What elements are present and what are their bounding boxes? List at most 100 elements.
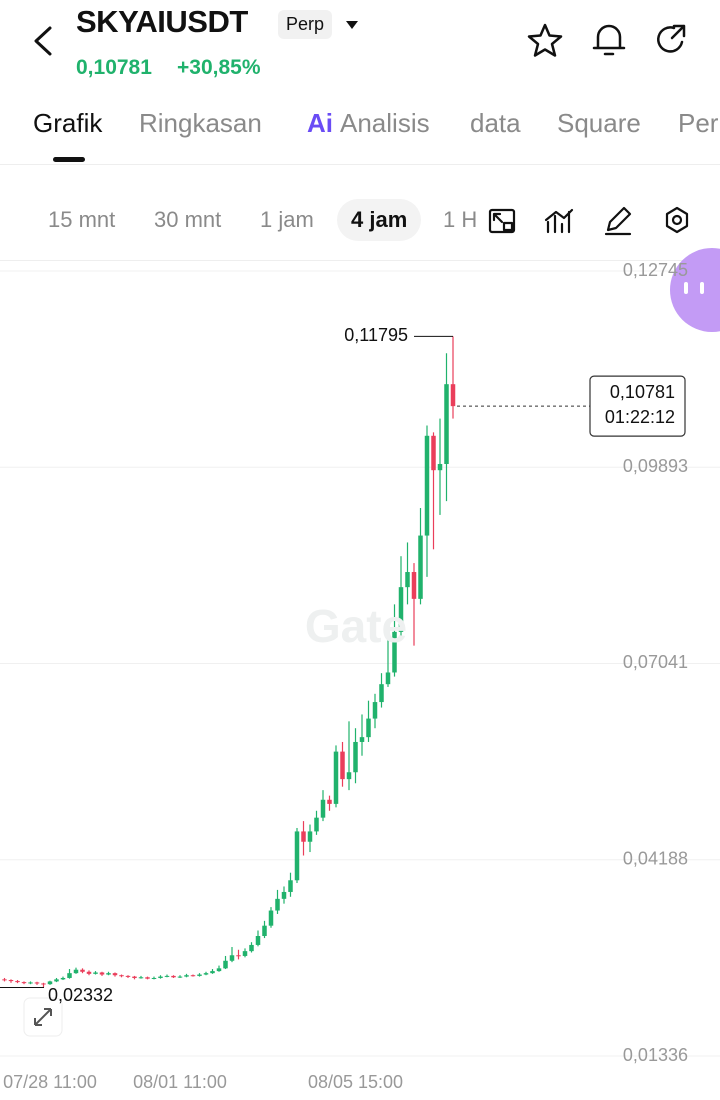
candle-body [138,977,144,979]
candle-body [307,831,313,842]
candle-body [197,974,202,976]
candle-body [359,737,365,742]
candle-body [236,955,241,957]
interval[interactable]: 1 H [443,207,478,232]
divider [0,164,720,165]
candle-body [93,972,98,974]
change: +30,85% [177,56,261,79]
candle-body [314,817,319,832]
candle-body [210,971,215,974]
ai-icon: Ai [307,108,333,138]
candle-body [8,980,14,982]
candle-body [203,973,209,975]
candle-body [281,891,287,899]
candle-body [379,684,384,703]
candle-body [190,975,196,977]
low-label: 0,02332 [48,985,113,1005]
candle-body [119,975,124,977]
candle-body [340,751,345,780]
plot [0,270,720,1057]
candle-body [2,979,7,981]
candle-body [106,973,111,975]
candle-body [437,463,443,471]
alert-icon[interactable] [590,20,628,60]
candle-body [171,975,176,978]
candle-body [242,951,248,956]
tab[interactable]: Analisis [340,108,430,138]
back-button[interactable] [30,24,56,58]
candle-body [353,741,358,773]
candle-body [223,960,228,969]
candle-body [327,799,332,804]
share-icon[interactable] [654,22,690,58]
candle-body [385,672,391,685]
tab-indicator [53,157,85,162]
tab[interactable]: Ringkasan [139,108,262,138]
candle-body [145,977,150,979]
candle-body [21,982,27,984]
candle-body [67,973,72,978]
candle-body [41,983,46,985]
candle-body [301,831,306,842]
candle-body [47,981,53,985]
floating-button[interactable] [670,248,720,332]
x-tick-label: 08/05 15:00 [308,1072,403,1092]
candle-body [73,969,79,974]
countdown: 01:22:12 [605,407,675,427]
candle-body [28,982,33,984]
toolbar [478,196,720,248]
y-tick-label: 0,01336 [623,1045,688,1065]
y-tick-label: 0,04188 [623,849,688,869]
y-tick-label: 0,09893 [623,456,688,476]
candle-body [80,969,85,972]
candle-body [15,981,20,983]
candle-body [216,968,222,972]
dropdown-icon[interactable] [344,18,360,32]
candle-body [60,977,66,980]
candle-body [405,572,410,588]
price-box-value: 0,10781 [610,382,675,402]
candle-body [125,975,131,977]
interval[interactable]: 4 jam [337,199,422,241]
candle-body [86,971,92,974]
candle-body [288,880,293,892]
badge[interactable]: Perp [278,10,333,39]
interval[interactable]: 15 mnt [48,207,116,232]
candle-body [164,975,170,977]
candle-body [294,831,300,881]
candle-body [275,898,280,911]
candle-body [431,435,436,471]
tab[interactable]: data [470,108,521,138]
y-tick-label: 0,07041 [623,652,688,672]
candle-body [34,982,40,984]
candle-body [366,718,371,738]
candle-body [262,925,267,937]
toolbar-icons [488,206,689,236]
candle-body [424,435,430,536]
candle-body [418,535,423,599]
favorite-icon[interactable] [526,22,564,60]
candle-body [99,972,105,975]
price-box [589,375,686,437]
y-tick-label: 0,12745 [623,260,688,280]
candle-body [229,955,235,961]
interval[interactable]: 30 mnt [154,207,222,232]
candle-body [268,910,274,926]
candle-body [392,631,397,673]
candle-body [132,976,137,978]
candle-body [398,587,404,632]
interval[interactable]: 1 jam [260,207,314,232]
tab[interactable]: Per [678,108,719,138]
candle-body [255,936,261,945]
expand-button[interactable] [23,997,63,1037]
tab[interactable]: Square [557,108,641,138]
x-tick-label: 07/28 11:00 [3,1072,97,1092]
candle-body [346,772,352,780]
high-label: 0,11795 [344,325,408,345]
tab[interactable]: Grafik [33,108,103,138]
candle-body [450,384,456,407]
candle-body [184,975,189,977]
